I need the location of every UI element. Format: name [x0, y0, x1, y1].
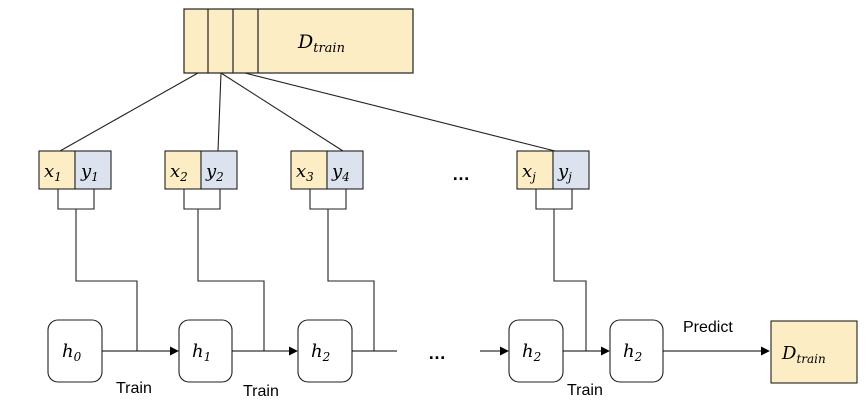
model-label: h — [522, 341, 534, 362]
model-label: h — [623, 341, 635, 362]
svg-text:Dtrain: Dtrain — [297, 31, 345, 56]
train-label-2: Train — [243, 383, 279, 400]
svg-text:h1: h1 — [192, 341, 211, 364]
sample-y-label: y — [80, 161, 92, 182]
svg-text:x3: x3 — [296, 161, 314, 184]
svg-text:y1: y1 — [80, 161, 99, 184]
model-label: h — [192, 341, 204, 362]
svg-text:h2: h2 — [311, 341, 330, 364]
model-subscript: 2 — [322, 350, 331, 364]
sample-x-label: x — [44, 161, 54, 182]
svg-text:y2: y2 — [205, 161, 224, 184]
sample-x-label: x — [170, 161, 180, 182]
sample-y-label: y — [331, 161, 343, 182]
sample-y-subscript: 4 — [341, 170, 350, 184]
model-subscript: 1 — [204, 350, 212, 364]
sample-y-subscript: 2 — [215, 170, 224, 184]
model-subscript: 2 — [533, 350, 542, 364]
sample-x-label: x — [296, 161, 306, 182]
dataset-output-box: Dtrain — [770, 320, 858, 384]
svg-text:yj: yj — [557, 161, 572, 184]
sample-x-subscript: 2 — [179, 170, 188, 184]
sample-x-label: x — [522, 161, 532, 182]
model-h1: h1 — [178, 319, 233, 383]
sample-x-subscript: j — [529, 170, 536, 184]
model-label: h — [62, 341, 74, 362]
sample-pair-2: x2 y2 — [164, 150, 238, 190]
train-label-3: Train — [567, 382, 603, 399]
svg-text:h2: h2 — [623, 341, 642, 364]
model-subscript: 2 — [634, 350, 643, 364]
model-h2-a: h2 — [297, 319, 353, 383]
dataset-top-subscript: train — [313, 41, 345, 56]
svg-text:xj: xj — [522, 161, 536, 184]
model-h2-b: h2 — [508, 319, 564, 383]
sample-y-label: y — [557, 161, 569, 182]
model-subscript: 0 — [74, 350, 82, 364]
svg-text:y4: y4 — [331, 161, 350, 184]
sample-connectors — [57, 189, 587, 351]
model-h0: h0 — [47, 319, 103, 383]
dataset-output-label: D — [781, 343, 797, 364]
model-h2-c: h2 — [609, 319, 664, 383]
svg-text:Dtrain: Dtrain — [781, 343, 826, 366]
dataset-top-box: Dtrain — [183, 8, 414, 74]
svg-text:h2: h2 — [522, 341, 541, 364]
svg-text:x2: x2 — [170, 161, 188, 184]
dataset-top-label: D — [297, 31, 313, 53]
dataset-output-subscript: train — [796, 352, 825, 366]
sample-pair-1: x1 y1 — [38, 150, 112, 190]
models-ellipsis: … — [428, 343, 446, 363]
sample-pair-3: x3 y4 — [290, 150, 364, 190]
predict-label: Predict — [683, 319, 733, 336]
sample-pair-j: xj yj — [516, 150, 590, 190]
sample-x-subscript: 1 — [54, 170, 62, 184]
svg-text:x1: x1 — [44, 161, 62, 184]
sample-y-subscript: 1 — [91, 170, 99, 184]
sample-y-subscript: j — [565, 170, 572, 184]
dataset-fanout-lines — [59, 72, 556, 152]
sample-y-label: y — [205, 161, 217, 182]
model-label: h — [311, 341, 323, 362]
samples-ellipsis: … — [452, 164, 470, 184]
train-label-1: Train — [116, 380, 152, 397]
svg-text:h0: h0 — [62, 341, 82, 364]
sample-x-subscript: 3 — [306, 170, 314, 184]
